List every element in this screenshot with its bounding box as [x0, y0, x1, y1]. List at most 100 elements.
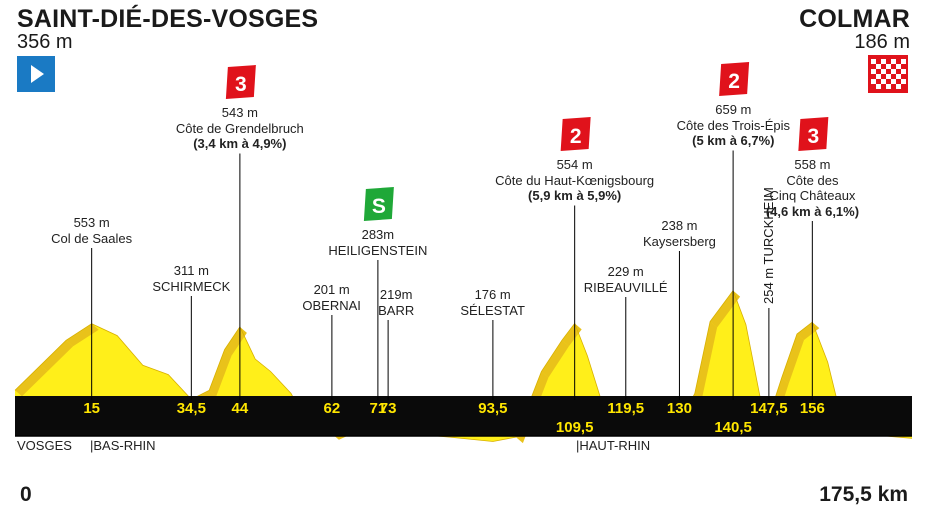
checker-square	[886, 84, 891, 89]
checker-square	[886, 64, 891, 69]
km-band	[15, 396, 912, 436]
checker-square	[901, 79, 906, 84]
climb-stats: (5,9 km à 5,9%)	[528, 188, 622, 203]
km-label: 15	[83, 400, 100, 417]
point-label-line: 311 m	[173, 263, 209, 278]
climb-category-badge-icon: 3	[798, 117, 829, 151]
point-label-line: 543 m	[221, 105, 258, 120]
point-label-line: 558 m	[794, 157, 831, 172]
km-label: 93,5	[478, 400, 507, 417]
region-haut-rhin: |HAUT-RHIN	[576, 438, 651, 453]
checker-square	[881, 59, 886, 64]
km-label: 71	[370, 400, 387, 417]
checker-square	[901, 59, 906, 64]
profile-shade	[694, 321, 718, 400]
checker-square	[881, 79, 886, 84]
point-label-line: 201 m	[313, 282, 350, 297]
checker-square	[891, 79, 896, 84]
start-town: SAINT-DIÉ-DES-VOSGES	[17, 5, 319, 33]
distance-start: 0	[20, 483, 32, 506]
point-label: 543 m Côte de Grendelbruch (3,4 km à 4,9%)	[176, 105, 304, 152]
point-label-line: Côte des	[786, 172, 839, 188]
svg-text:3: 3	[807, 125, 819, 148]
km-label: 156	[800, 400, 825, 417]
point-label-line: Côte de Grendelbruch	[175, 120, 304, 136]
point-label: 659 m Côte des Trois-Épis (5 km à 6,7%)	[677, 102, 790, 149]
point-label: 176 m SÉLESTAT	[460, 287, 525, 318]
checker-square	[896, 84, 901, 89]
checker-square	[876, 64, 881, 69]
checker-square	[891, 69, 896, 74]
point-label-line: 238 m	[661, 218, 698, 233]
checker-square	[896, 64, 901, 69]
checker-square	[896, 74, 901, 79]
checker-square	[876, 74, 881, 79]
km-label: 34,5	[177, 400, 206, 417]
point-label: 554 m Côte du Haut-Kœnigsbourg (5,9 km à 5…	[495, 157, 654, 204]
km-label: 147,5	[750, 400, 788, 417]
point-label-line: Col de Saales	[51, 230, 133, 246]
point-label-line: OBERNAI	[302, 297, 361, 313]
point-label-line: Côte des Trois-Épis	[676, 117, 791, 133]
point-label-line: 283m	[361, 227, 395, 242]
point-label-line: Cinq Châteaux	[769, 188, 856, 203]
finish-flag-icon	[868, 55, 908, 93]
point-label-line: BARR	[378, 302, 415, 318]
svg-text:3: 3	[235, 73, 247, 96]
checker-square	[891, 59, 896, 64]
checker-square	[871, 79, 876, 84]
climb-stats: (3,4 km à 4,9%)	[193, 136, 287, 151]
point-label-line: SÉLESTAT	[460, 302, 525, 318]
km-label: 44	[232, 400, 249, 417]
point-label-line: 659 m	[715, 102, 752, 117]
point-label: 201 m OBERNAI	[302, 282, 361, 313]
point-label-line: 229 m	[607, 264, 644, 279]
checker-square	[886, 74, 891, 79]
point-label-line: HEILIGENSTEIN	[328, 242, 428, 258]
region-bas-rhin: |BAS-RHIN	[90, 438, 156, 453]
checker-square	[871, 59, 876, 64]
finish-header: COLMAR 186 m	[799, 6, 910, 52]
svg-text:2: 2	[728, 70, 740, 93]
checker-square	[876, 84, 881, 89]
profile-shade	[66, 323, 99, 347]
checker-square	[871, 69, 876, 74]
checker-square	[881, 69, 886, 74]
climb-category-badge-icon: 3	[225, 65, 256, 99]
start-flag-icon	[17, 56, 55, 92]
km-label: 62	[324, 400, 341, 417]
km-label: 73	[380, 400, 397, 417]
climb-stats: (4,6 km à 6,1%)	[765, 203, 860, 219]
climb-category-badge-icon: 2	[719, 62, 750, 96]
profile-shade	[209, 349, 232, 397]
region-vosges: VOSGES	[17, 438, 72, 453]
point-label: 283m HEILIGENSTEIN	[328, 227, 427, 258]
km-label: 119,5	[607, 400, 644, 417]
profile-shade	[541, 340, 569, 378]
point-label-line: Kaysersberg	[642, 233, 716, 249]
climb-stats: (5 km à 6,7%)	[692, 133, 775, 148]
point-label: 229 m RIBEAUVILLÉ	[584, 264, 668, 295]
point-label-line: SCHIRMECK	[152, 278, 231, 294]
finish-altitude: 186 m	[854, 31, 910, 53]
point-label-line: 554 m	[556, 157, 593, 172]
finish-town: COLMAR	[799, 5, 910, 33]
checker-square	[901, 69, 906, 74]
km-label: 109,5	[556, 419, 594, 436]
km-label: 130	[667, 400, 692, 417]
distance-end: 175,5 km	[819, 483, 908, 506]
badge-layer: 3 S 2 2 3	[91, 62, 829, 400]
point-label-line: 176 m	[474, 287, 511, 302]
start-header: SAINT-DIÉ-DES-VOSGES 356 m	[17, 6, 318, 52]
point-label-line: 219m	[379, 287, 413, 302]
point-label-line: 553 m	[73, 215, 110, 230]
point-label: 553 m Col de Saales	[51, 215, 132, 246]
climb-category-badge-icon: 2	[560, 117, 591, 151]
profile-shade	[15, 365, 48, 397]
point-label: 558 m Côte des Cinq Châteaux (4,6 km à 6,1%…	[766, 157, 859, 219]
start-altitude: 356 m	[17, 31, 73, 53]
svg-text:2: 2	[570, 125, 582, 148]
